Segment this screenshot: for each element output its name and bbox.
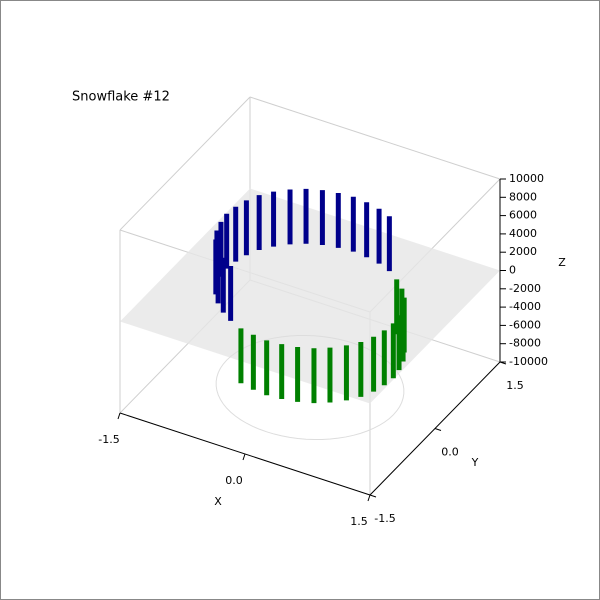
y-tick-label: 1.5 bbox=[506, 379, 524, 392]
y-tick-label: -1.5 bbox=[374, 512, 395, 525]
y-tick bbox=[434, 428, 442, 431]
x-axis-label: X bbox=[214, 495, 222, 508]
z-tick-label: 8000 bbox=[509, 190, 537, 203]
x-tick bbox=[242, 453, 246, 461]
x-tick bbox=[367, 494, 371, 502]
z-tick-label: -4000 bbox=[509, 300, 541, 313]
x-tick bbox=[117, 412, 121, 420]
z-tick-label: 10000 bbox=[509, 172, 544, 185]
z-tick-label: 6000 bbox=[509, 209, 537, 222]
y-tick-label: 0.0 bbox=[441, 446, 459, 459]
chart-title: Snowflake #12 bbox=[72, 90, 170, 105]
z-tick-label: -6000 bbox=[509, 318, 541, 331]
z-tick-label: -8000 bbox=[509, 337, 541, 350]
box-edge bbox=[119, 96, 251, 231]
x-tick-label: 0.0 bbox=[225, 474, 243, 487]
x-tick-label: 1.5 bbox=[350, 515, 368, 528]
y-axis-label: Y bbox=[471, 456, 479, 469]
z-axis-label: Z bbox=[558, 256, 566, 269]
x-tick-label: -1.5 bbox=[98, 433, 119, 446]
z-tick-label: 4000 bbox=[509, 227, 537, 240]
z-tick-label: 0 bbox=[509, 264, 516, 277]
y-tick bbox=[369, 494, 377, 498]
z-tick-label: -2000 bbox=[509, 282, 541, 295]
z-tick-label: 2000 bbox=[509, 245, 537, 258]
floor-circle bbox=[215, 334, 405, 441]
z-tick-label: -10000 bbox=[509, 355, 548, 368]
box-edge bbox=[249, 96, 501, 180]
